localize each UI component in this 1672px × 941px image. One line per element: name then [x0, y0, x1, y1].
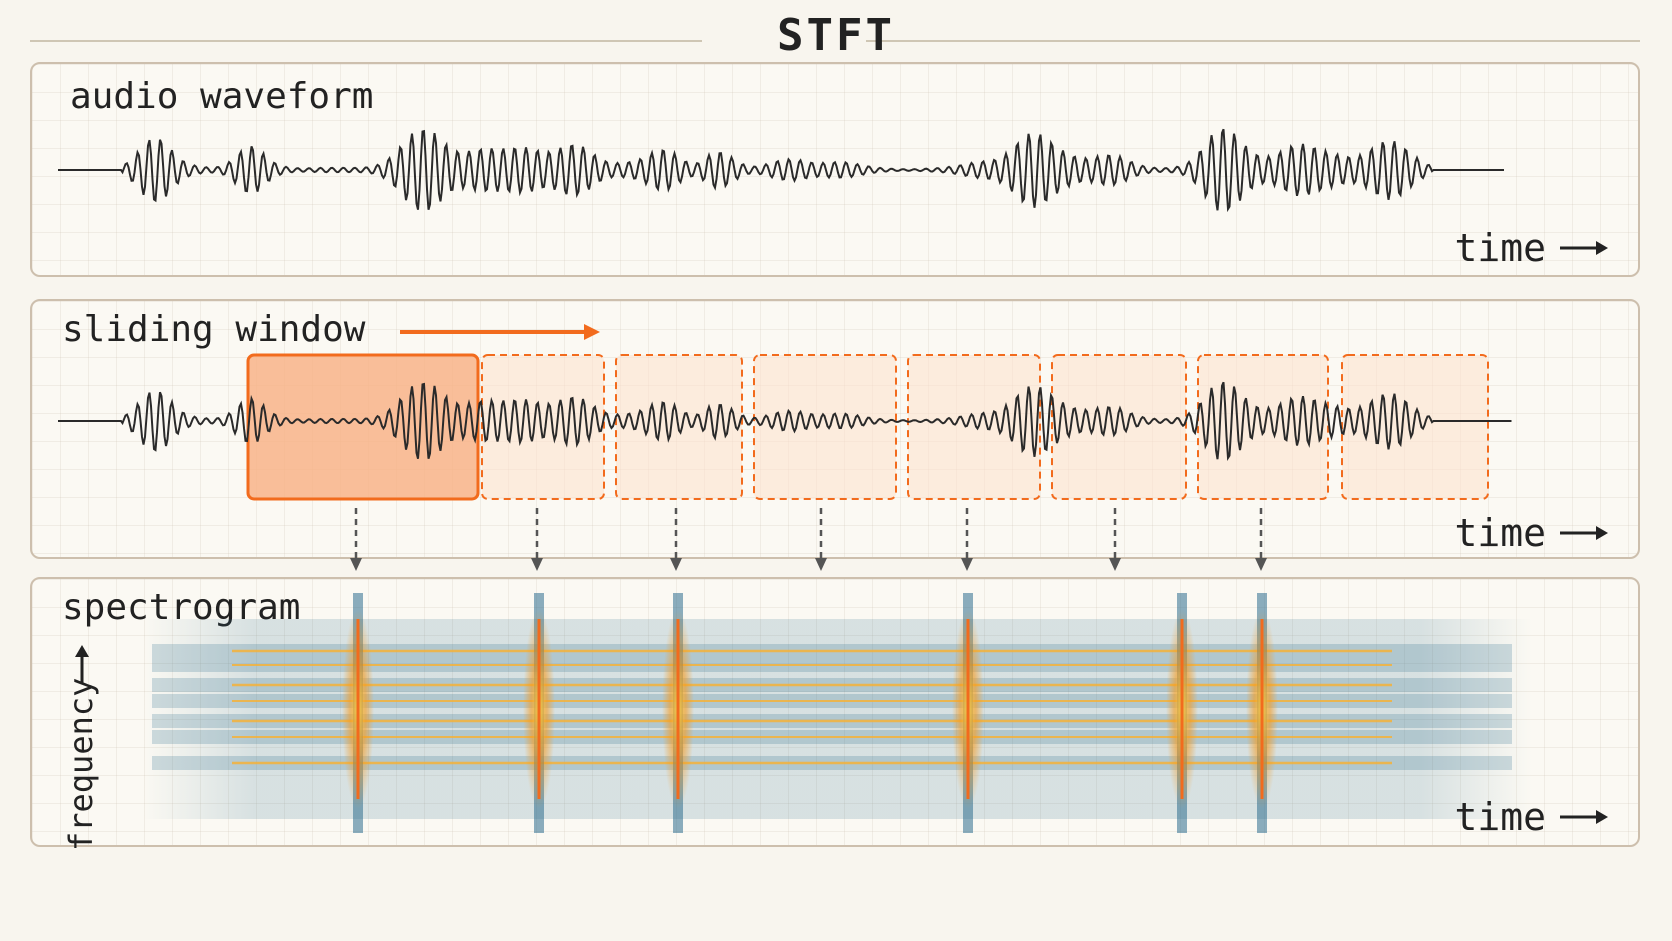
window-time-axis: time: [1454, 511, 1608, 555]
arrow-up-icon: [75, 645, 89, 683]
window-frame: [1051, 354, 1187, 500]
spectrogram-time-label: time: [1454, 795, 1546, 839]
page-title: STFT: [777, 10, 895, 61]
waveform-time-label: time: [1454, 226, 1546, 270]
arrow-right-icon: [1560, 526, 1608, 540]
sliding-window-svg: [58, 324, 1512, 501]
arrow-right-icon: [1560, 241, 1608, 255]
slide-direction-arrow: [400, 324, 600, 340]
title-row: STFT: [0, 0, 1672, 80]
frequency-label: frequency: [62, 677, 100, 851]
window-frame: [1197, 354, 1329, 500]
waveform-panel-label: audio waveform: [70, 76, 374, 117]
window-frame: [1341, 354, 1489, 500]
window-frame: [753, 354, 897, 500]
waveform-time-axis: time: [1454, 226, 1608, 270]
window-time-label: time: [1454, 511, 1546, 555]
spectrogram-onsets: [342, 593, 1278, 833]
waveform-svg: [58, 128, 1504, 213]
spectrogram-svg: [142, 593, 1532, 833]
title-rule-left: [30, 40, 702, 42]
sliding-window-panel-label: sliding window: [62, 309, 366, 350]
window-frames: [246, 353, 1489, 501]
spectrogram-time-axis: time: [1454, 795, 1608, 839]
window-frame: [907, 354, 1041, 500]
windowed-waveform-line: [58, 381, 1512, 461]
sliding-window-panel: sliding window time: [30, 299, 1640, 559]
window-frame: [481, 354, 605, 500]
title-rule-right: [866, 40, 1640, 42]
waveform-panel: audio waveform time: [30, 62, 1640, 277]
spectrogram-panel: spectrogram frequency time: [30, 577, 1640, 851]
arrow-right-icon: [1560, 810, 1608, 824]
frequency-axis: frequency: [62, 645, 102, 851]
waveform-line: [58, 128, 1504, 213]
